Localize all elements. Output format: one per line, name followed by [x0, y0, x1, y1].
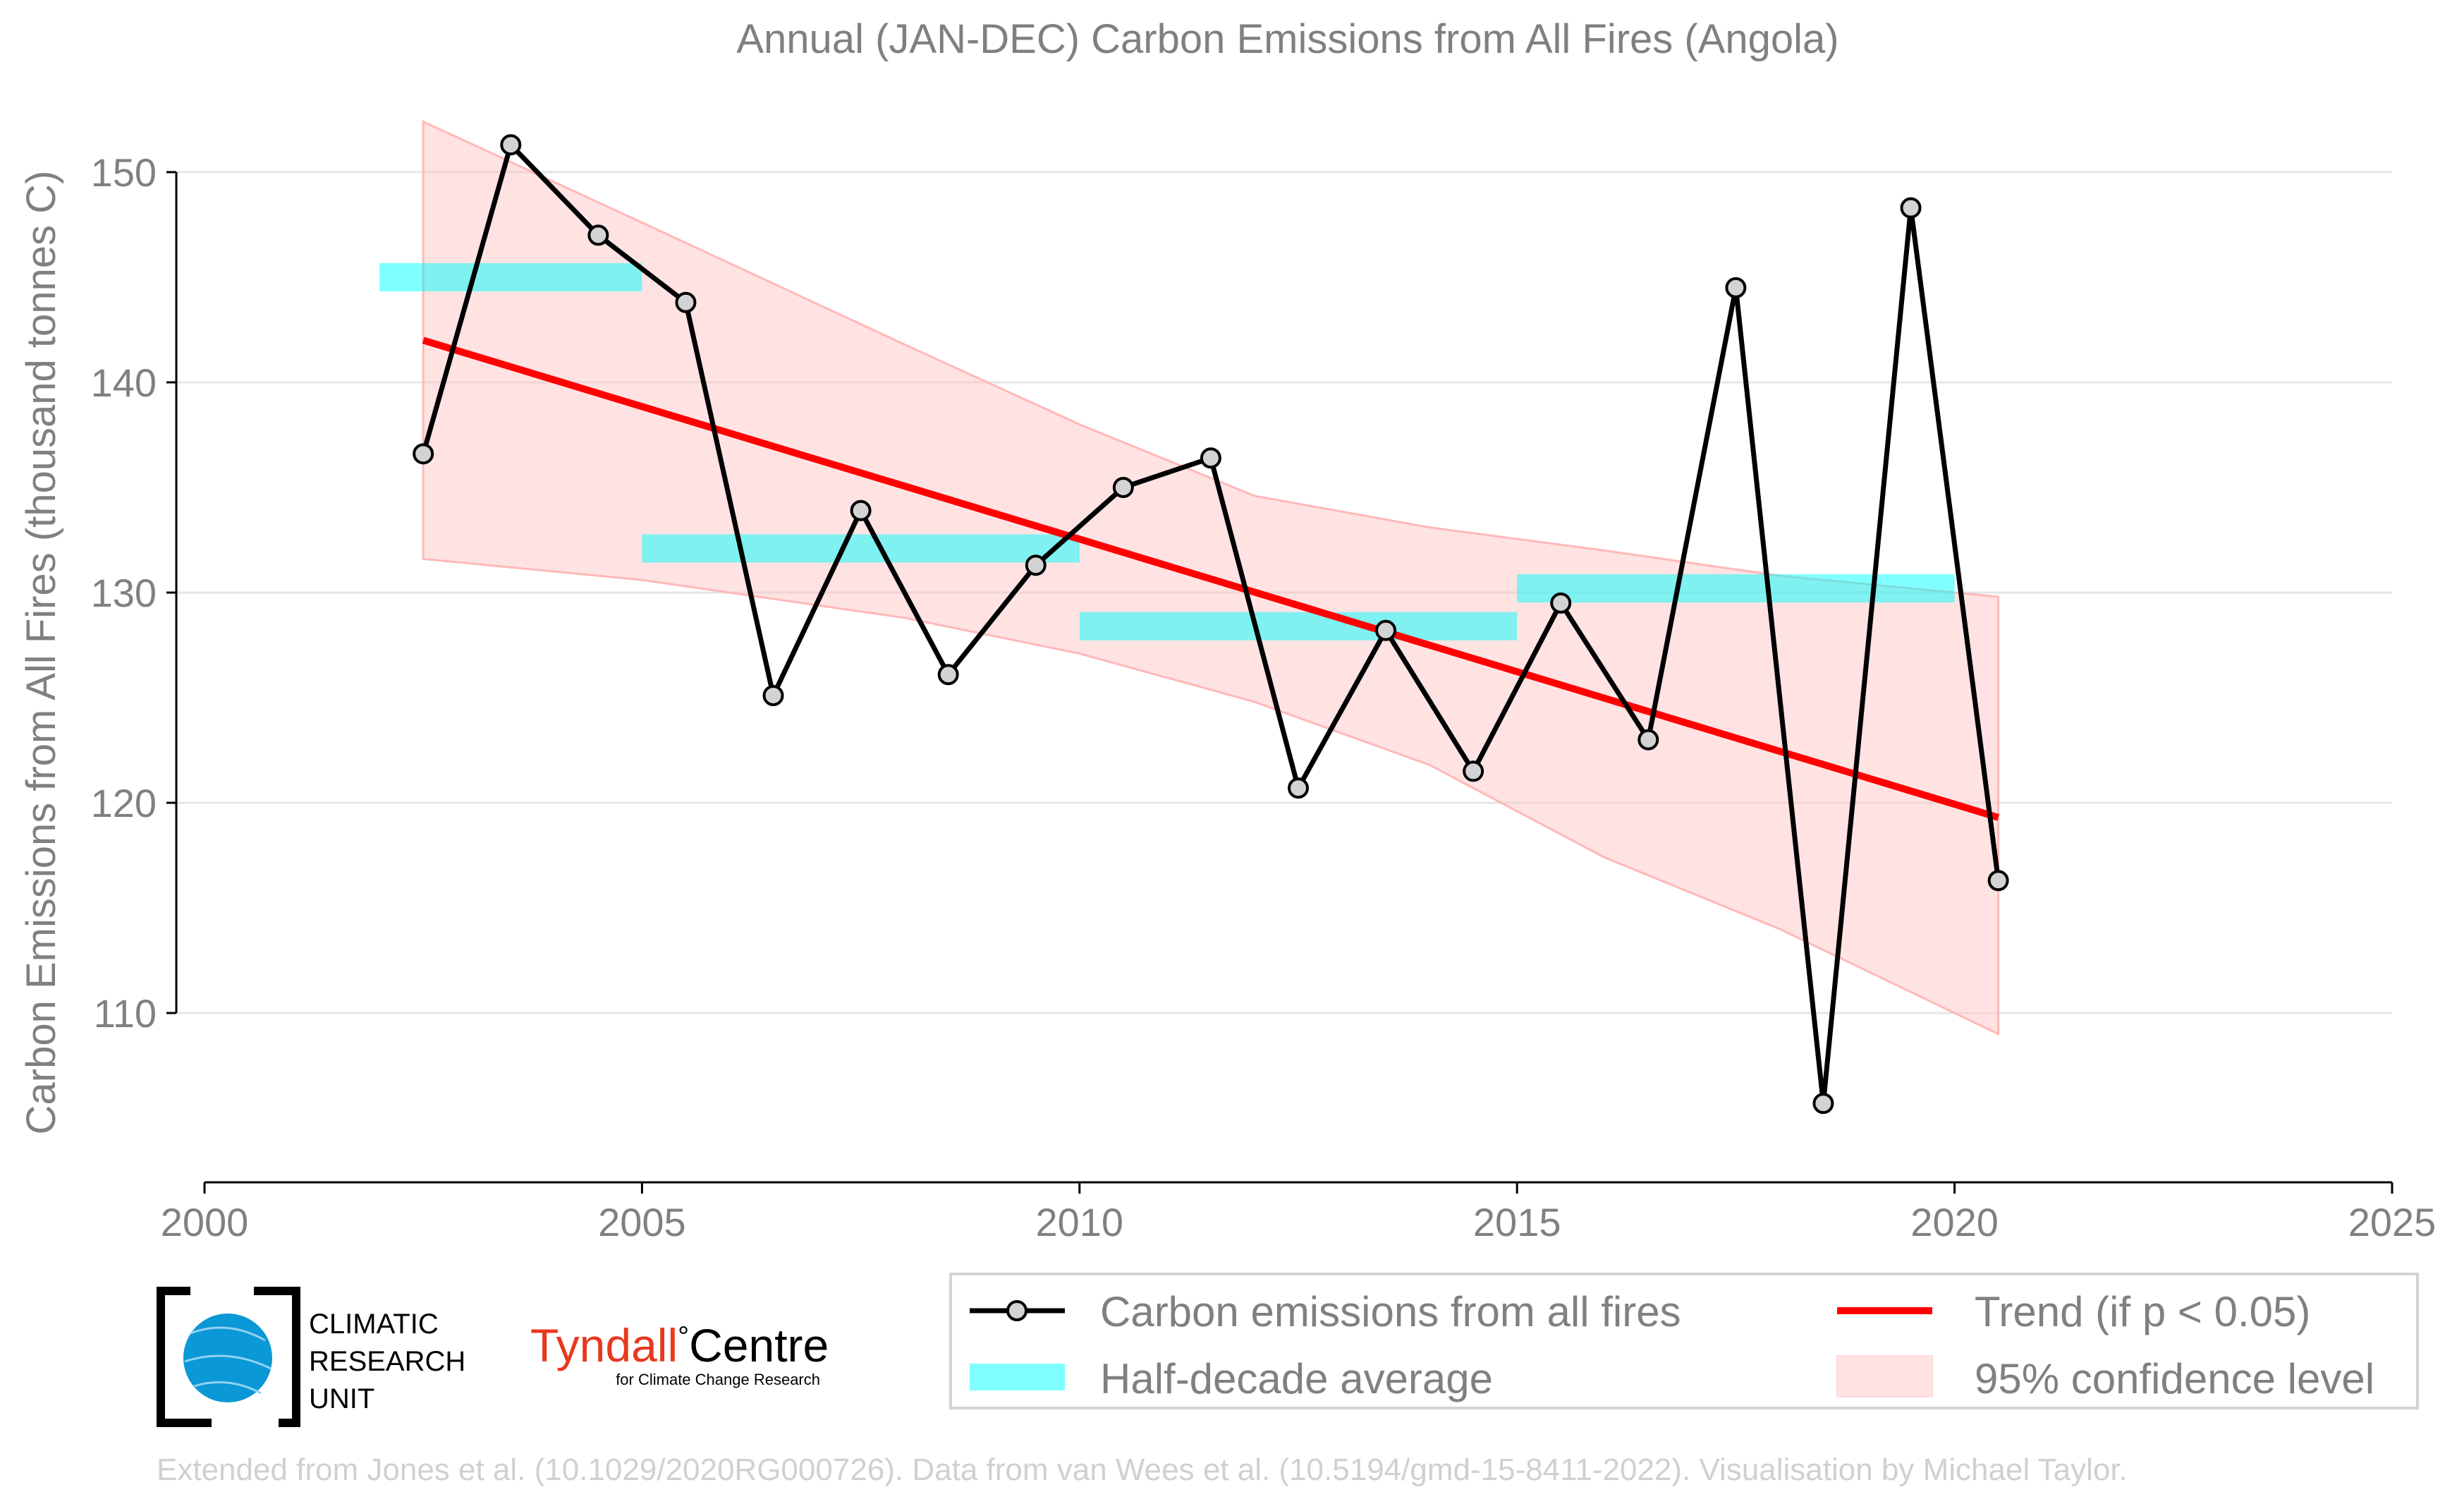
data-point-2011 [1200, 447, 1221, 469]
y-tick-label-140: 140 [91, 360, 157, 405]
cru-logo-globe [183, 1314, 272, 1402]
cru-logo: CLIMATIC RESEARCH UNIT [157, 1287, 465, 1427]
trend [422, 336, 2000, 821]
cru-logo-line-2: RESEARCH [309, 1346, 465, 1377]
half-decade-bar-2 [642, 534, 1080, 563]
x-tick-label-2000: 2000 [161, 1200, 249, 1244]
data-point-2002 [413, 443, 434, 465]
tyndall-logo: Tyndall°Centre for Climate Change Resear… [530, 1319, 829, 1388]
half-decade-bar-3 [1079, 612, 1518, 641]
tyndall-logo-title: Tyndall°Centre [530, 1319, 829, 1371]
tyndall-logo-subtitle: for Climate Change Research [616, 1371, 820, 1388]
legend-half-decade-swatch [970, 1364, 1065, 1390]
data-point-2005 [675, 291, 697, 313]
x-tick-label-2020: 2020 [1910, 1200, 1999, 1244]
chart-title: Annual (JAN-DEC) Carbon Emissions from A… [736, 16, 1838, 62]
data-point-2018 [1812, 1093, 1834, 1115]
cru-logo-bracket-left [157, 1287, 212, 1427]
data-point-2008 [937, 664, 959, 686]
data-point-2019 [1900, 197, 1922, 219]
x-tick-label-2015: 2015 [1473, 1200, 1561, 1244]
legend-series-label: Carbon emissions from all fires [1100, 1288, 1681, 1335]
y-ticks: 110 120 130 140 150 [91, 150, 176, 1036]
legend-confidence-swatch [1836, 1355, 1933, 1397]
tyndall-logo-degree: ° [678, 1321, 689, 1352]
cru-logo-bracket-right [254, 1287, 300, 1427]
data-point-2006 [762, 685, 784, 707]
data-point-2016 [1637, 729, 1659, 751]
grid [176, 171, 2392, 1014]
data-point-2010 [1112, 477, 1134, 498]
legend-half-decade-label: Half-decade average [1100, 1355, 1493, 1402]
half-decade-bars [379, 263, 1955, 641]
data-point-2015 [1550, 592, 1572, 614]
data-point-2009 [1025, 554, 1047, 576]
y-tick-label-150: 150 [91, 150, 157, 195]
x-tick-label-2005: 2005 [598, 1200, 686, 1244]
x-ticks: 2000 2005 2010 2015 2020 2025 [161, 1182, 2436, 1244]
tyndall-logo-centre: Centre [689, 1319, 829, 1371]
data-point-2003 [500, 134, 522, 156]
x-tick-label-2010: 2010 [1036, 1200, 1124, 1244]
tyndall-logo-name: Tyndall [530, 1319, 678, 1371]
legend: Carbon emissions from all fires Trend (i… [949, 1273, 2419, 1409]
x-tick-label-2025: 2025 [2348, 1200, 2436, 1244]
trend-line [422, 336, 2000, 821]
half-decade-bar-1 [379, 263, 642, 291]
data-point-2014 [1463, 760, 1484, 782]
data-point-2007 [850, 499, 872, 521]
cru-logo-globe-lines [184, 1326, 272, 1395]
y-tick-label-120: 120 [91, 781, 157, 825]
data-point-2017 [1725, 277, 1747, 298]
series-markers [413, 134, 2009, 1115]
cru-logo-line-3: UNIT [309, 1383, 374, 1414]
data-point-2004 [587, 224, 609, 246]
y-tick-label-130: 130 [91, 571, 157, 615]
data-point-2012 [1288, 777, 1309, 799]
y-axis-label: Carbon Emissions from All Fires (thousan… [18, 171, 64, 1135]
half-decade-bar-4 [1517, 574, 1955, 603]
data-point-2013 [1375, 619, 1397, 641]
y-tick-label-110: 110 [94, 991, 157, 1036]
legend-box [949, 1273, 2419, 1409]
cru-logo-line-1: CLIMATIC [309, 1309, 439, 1340]
credit-text: Extended from Jones et al. (10.1029/2020… [157, 1453, 2128, 1487]
legend-series-marker [1006, 1300, 1027, 1321]
legend-trend-label: Trend (if p < 0.05) [1975, 1288, 2310, 1335]
data-point-2020 [1987, 870, 2009, 892]
legend-confidence-label: 95% confidence level [1975, 1355, 2374, 1402]
